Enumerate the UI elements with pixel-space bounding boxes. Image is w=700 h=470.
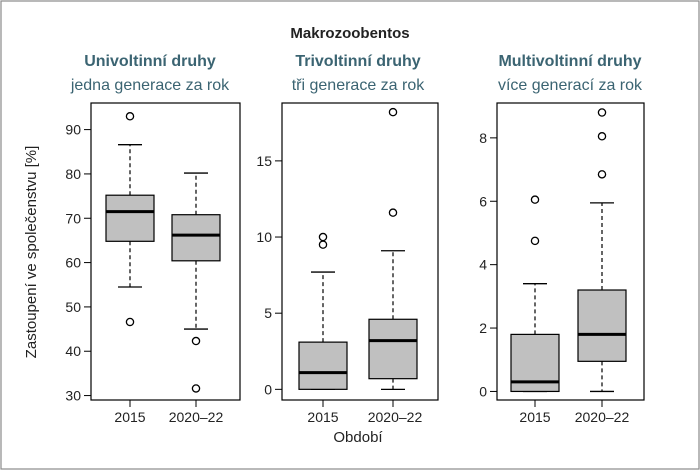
y-tick-label: 0 — [479, 383, 487, 399]
boxplot-second — [577, 108, 627, 393]
y-tick-label: 30 — [65, 388, 81, 404]
outlier-point — [125, 317, 135, 327]
panel-subtitle: jedna generace za rok — [70, 77, 230, 94]
boxplot-second — [171, 172, 221, 393]
panel-title: Trivoltinní druhy — [295, 53, 420, 70]
iqr-box — [298, 341, 348, 390]
y-tick-label: 40 — [65, 343, 81, 359]
boxplot-second — [368, 107, 418, 390]
panel-1: Univoltinní druhy jedna generace za rok 30… — [65, 53, 241, 425]
iqr-box — [105, 194, 155, 242]
outlier-point — [191, 384, 201, 393]
y-tick-label: 90 — [65, 122, 81, 138]
outlier-point — [530, 236, 540, 246]
boxplot-first — [105, 112, 155, 327]
figure-title: Makrozoobentos — [290, 25, 409, 42]
plot-frame — [90, 102, 241, 401]
iqr-box — [171, 214, 221, 262]
y-tick-label: 80 — [65, 166, 81, 182]
x-tick-label: 2020–22 — [575, 409, 630, 425]
outlier-point — [597, 108, 607, 117]
y-tick-label: 5 — [264, 305, 272, 321]
outlier-point — [318, 240, 328, 249]
plot-frame — [496, 102, 645, 401]
outlier-point — [388, 208, 398, 217]
x-tick-label: 2020–22 — [368, 409, 423, 425]
x-axis-label: Období — [333, 429, 383, 446]
outlier-point — [318, 232, 328, 242]
outlier-point — [191, 336, 201, 346]
y-tick-label: 8 — [479, 130, 487, 146]
y-tick-label: 10 — [256, 229, 272, 245]
y-tick-label: 60 — [65, 255, 81, 271]
y-tick-label: 4 — [479, 257, 487, 273]
y-tick-label: 6 — [479, 193, 487, 209]
y-tick-label: 50 — [65, 299, 81, 315]
plot-frame — [281, 102, 439, 401]
y-tick-label: 70 — [65, 210, 81, 226]
boxplot-first — [298, 232, 348, 390]
y-tick-label: 15 — [256, 153, 272, 169]
y-axis-label: Zastoupení ve společenstvu [%] — [23, 146, 40, 359]
iqr-box — [577, 289, 627, 362]
y-tick-label: 0 — [264, 381, 272, 397]
panel-2: Trivoltinní druhy tři generace za rok 0 5 10… — [256, 53, 439, 425]
outlier-point — [597, 132, 607, 141]
x-tick-label: 2015 — [307, 409, 338, 425]
panel-title: Univoltinní druhy — [84, 53, 216, 70]
y-tick-label: 2 — [479, 320, 487, 336]
panel-title: Multivoltinní druhy — [498, 53, 641, 70]
outlier-point — [125, 112, 135, 121]
x-tick-label: 2015 — [114, 409, 145, 425]
panel-subtitle: více generací za rok — [498, 77, 643, 94]
boxplot-first — [510, 195, 560, 393]
panel-3: Multivoltinní druhy více generací za rok 0… — [479, 53, 645, 425]
panel-subtitle: tři generace za rok — [292, 77, 426, 94]
x-tick-label: 2015 — [519, 409, 550, 425]
outlier-point — [597, 170, 607, 179]
outlier-point — [530, 195, 540, 204]
panels: Univoltinní druhy jedna generace za rok 30… — [65, 53, 645, 425]
outlier-point — [388, 107, 398, 117]
iqr-box — [368, 318, 418, 380]
x-tick-label: 2020–22 — [169, 409, 224, 425]
